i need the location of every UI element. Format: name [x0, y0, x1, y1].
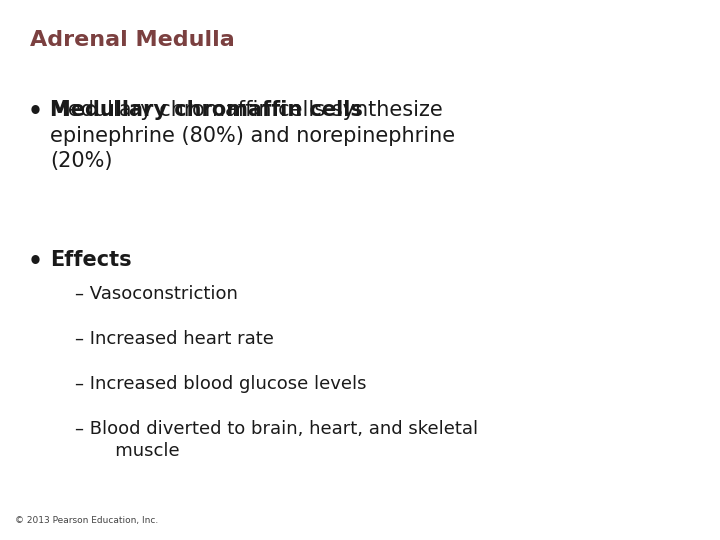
Text: – Increased heart rate: – Increased heart rate — [75, 330, 274, 348]
Text: – Vasoconstriction: – Vasoconstriction — [75, 285, 238, 303]
Text: Effects: Effects — [50, 250, 132, 270]
Text: Medullary chromaffin cells synthesize
epinephrine (80%) and norepinephrine
(20%): Medullary chromaffin cells synthesize ep… — [50, 100, 455, 171]
Text: – Increased blood glucose levels: – Increased blood glucose levels — [75, 375, 366, 393]
Text: •: • — [28, 100, 43, 124]
Text: © 2013 Pearson Education, Inc.: © 2013 Pearson Education, Inc. — [15, 516, 158, 525]
Text: – Blood diverted to brain, heart, and skeletal
       muscle: – Blood diverted to brain, heart, and sk… — [75, 420, 478, 460]
Text: Adrenal Medulla: Adrenal Medulla — [30, 30, 235, 50]
Text: Medullary chromaffin cells: Medullary chromaffin cells — [50, 100, 363, 120]
Text: •: • — [28, 250, 43, 274]
